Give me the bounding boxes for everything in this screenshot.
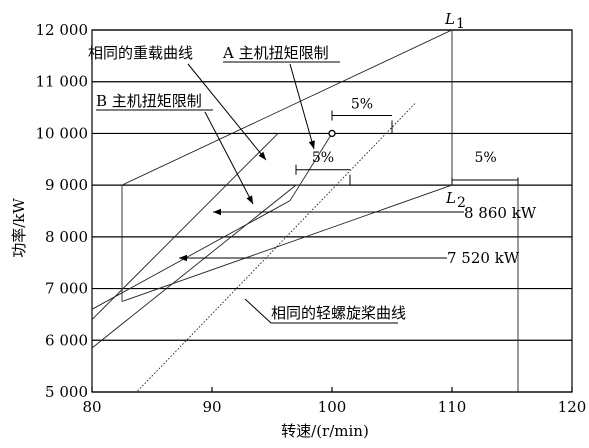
l2-subscript: 2	[457, 195, 466, 211]
y-tick-label: 11 000	[36, 73, 89, 91]
x-tick-label: 80	[82, 398, 101, 416]
same-light-curve-label: 相同的轻螺旋桨曲线	[271, 304, 406, 322]
power-7520-label: 7 520 kW	[447, 249, 520, 267]
pct-top-label: 5%	[351, 97, 373, 113]
same-heavy-curve-label: 相同的重载曲线	[88, 44, 193, 62]
x-tick-label: 110	[438, 398, 467, 416]
a-limit-label: A 主机扭矩限制	[222, 44, 329, 62]
power-7520-leader-arrowhead	[179, 254, 187, 262]
power-8860-label: 8 860 kW	[464, 204, 537, 222]
x-tick-label: 90	[202, 398, 221, 416]
limit-line	[91, 184, 350, 349]
power-8860-leader-arrowhead	[213, 208, 221, 216]
design-point-marker	[328, 129, 336, 138]
y-tick-label: 8 000	[45, 228, 88, 246]
a-limit-leader	[289, 63, 315, 150]
pct-right-label: 5%	[474, 150, 496, 166]
heavy-curve-leader-arrowhead	[258, 151, 266, 160]
y-tick-label: 10 000	[36, 124, 89, 142]
x-tick-label: 120	[558, 398, 587, 416]
limit-line	[91, 133, 279, 320]
b-limit-label: B 主机扭矩限制	[96, 92, 202, 110]
light-curve-leader	[244, 298, 272, 324]
series-lines	[91, 29, 519, 392]
y-tick-label: 12 000	[36, 21, 89, 39]
limit-line	[121, 29, 453, 186]
x-tick-label: 100	[318, 398, 347, 416]
limit-line	[121, 184, 453, 302]
y-tick-label: 9 000	[45, 176, 88, 194]
l1-label: L	[444, 10, 455, 28]
a-limit-leader-arrowhead	[308, 140, 315, 149]
tick-labels: 5 000 6 000 7 000 8 000 9 000 10 000 11 000 12 …	[36, 21, 587, 416]
l1-subscript: 1	[456, 16, 465, 32]
light-propeller-curve	[137, 102, 417, 392]
limit-line	[91, 133, 333, 310]
y-tick-label: 6 000	[45, 331, 88, 349]
pct-mid-label: 5%	[312, 150, 334, 166]
b-limit-leader	[204, 111, 254, 205]
x-axis-label: 转速/(r/min)	[281, 422, 369, 440]
y-tick-label: 7 000	[45, 280, 88, 298]
heavy-curve-leader	[187, 63, 267, 161]
y-axis-label: 功率/kW	[10, 198, 28, 258]
y-tick-label: 5 000	[45, 383, 88, 401]
l2-label: L	[445, 189, 456, 207]
b-limit-leader-arrowhead	[246, 195, 253, 204]
